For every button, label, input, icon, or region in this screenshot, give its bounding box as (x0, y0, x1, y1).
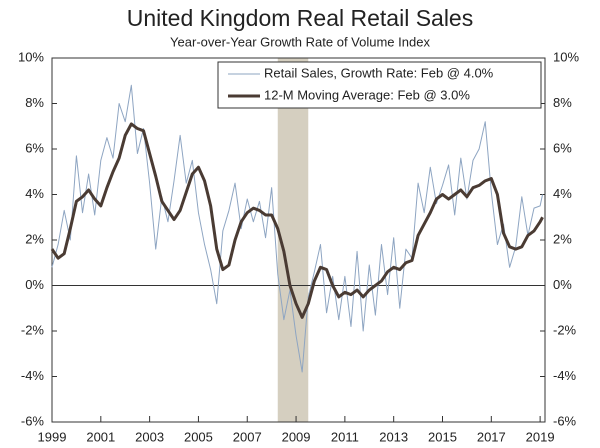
y-tick-label: 2% (25, 231, 44, 246)
series-line (51, 84, 544, 373)
x-tick-label: 2011 (331, 429, 359, 444)
y2-tick-label: 0% (553, 277, 572, 292)
chart-title: United Kingdom Real Retail Sales (127, 5, 473, 31)
y-tick-label: 10% (18, 49, 44, 64)
x-tick-label: 2017 (477, 429, 506, 444)
chart-subtitle: Year-over-Year Growth Rate of Volume Ind… (170, 34, 430, 49)
y-tick-label: 6% (25, 140, 44, 155)
x-tick-label: 2015 (428, 429, 457, 444)
y2-tick-label: -2% (553, 322, 577, 337)
y2-tick-label: -4% (553, 368, 577, 383)
y-tick-label: -4% (21, 368, 45, 383)
y-tick-label: 0% (25, 277, 44, 292)
x-tick-label: 2013 (379, 429, 408, 444)
y2-tick-label: 6% (553, 140, 572, 155)
x-tick-label: 1999 (38, 429, 67, 444)
x-tick-label: 2019 (526, 429, 555, 444)
x-tick-label: 2003 (135, 429, 164, 444)
y-tick-label: 8% (25, 95, 44, 110)
legend-box (217, 61, 542, 109)
legend-label: Retail Sales, Growth Rate: Feb @ 4.0% (264, 65, 494, 80)
y2-tick-label: 2% (553, 231, 572, 246)
y2-tick-label: 8% (553, 95, 572, 110)
series-line (50, 122, 544, 319)
y2-tick-label: 4% (553, 186, 572, 201)
x-tick-label: 2001 (86, 429, 115, 444)
y-tick-label: -6% (21, 413, 45, 428)
x-tick-label: 2009 (282, 429, 311, 444)
x-tick-label: 2007 (233, 429, 262, 444)
y2-tick-label: -6% (553, 413, 577, 428)
y2-tick-label: 10% (553, 49, 579, 64)
x-tick-label: 2005 (184, 429, 213, 444)
y-tick-label: -2% (21, 322, 45, 337)
y-tick-label: 4% (25, 186, 44, 201)
legend-label: 12-M Moving Average: Feb @ 3.0% (264, 87, 470, 102)
